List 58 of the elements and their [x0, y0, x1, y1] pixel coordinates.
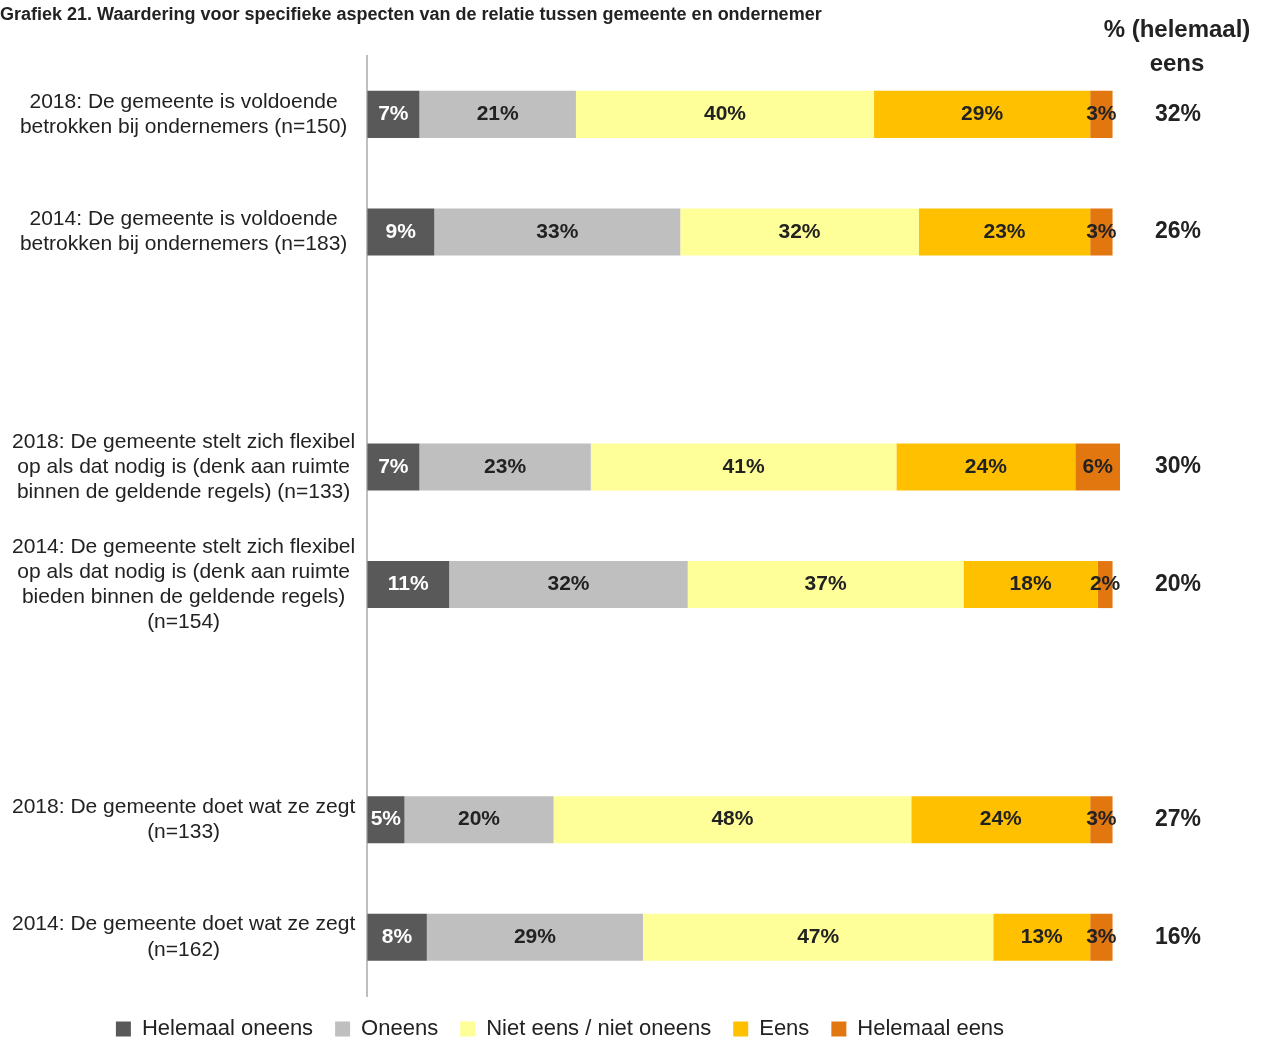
- y-tick-label: 2018: De gemeente stelt zich flexibel op als dat nodig is (denk aan ruimte binnen de geldende regels) (n=133): [12, 428, 356, 503]
- legend-label: Eens: [759, 1015, 810, 1041]
- data-label: 47%: [797, 924, 840, 948]
- bar: [680, 208, 919, 256]
- bar: [449, 561, 688, 609]
- data-label: 7%: [378, 101, 409, 125]
- data-label: 48%: [711, 806, 754, 830]
- data-label: 13%: [1020, 924, 1064, 948]
- text: 16%: [1154, 922, 1202, 949]
- data-label: 7%: [378, 453, 409, 477]
- data-label: 32%: [547, 571, 590, 595]
- legend-label: Helemaal eens: [857, 1015, 1005, 1041]
- legend-label: Niet eens / niet oneens: [486, 1015, 712, 1041]
- bar: [434, 208, 681, 256]
- bar: [404, 796, 554, 844]
- data-label: 33%: [536, 218, 579, 242]
- data-label: 11%: [387, 571, 429, 595]
- bar: [426, 913, 643, 961]
- y-tick-label: 2014: De gemeente doet wat ze zegt (n=162): [12, 911, 356, 960]
- data-label: 6%: [1082, 453, 1114, 477]
- data-label: 24%: [979, 806, 1023, 830]
- annotation: % (helemaal) eens: [1103, 14, 1251, 76]
- data-label: 29%: [513, 924, 557, 948]
- bar: [575, 90, 875, 138]
- text: 27%: [1154, 805, 1202, 832]
- data-label: 5%: [370, 806, 402, 830]
- y-tick-label: 2014: De gemeente is voldoende betrokken bij ondernemers (n=183): [19, 206, 348, 255]
- data-label: 9%: [385, 218, 417, 242]
- data-label: 24%: [964, 453, 1008, 477]
- bar: [419, 90, 576, 138]
- data-label: 40%: [703, 101, 747, 125]
- data-label: 37%: [804, 571, 847, 595]
- bar: [553, 796, 912, 844]
- chart-title: Grafiek 21. Waardering voor specifieke aspecten van de relatie tussen gemeente en ondernemer: [0, 3, 822, 24]
- bar: [367, 561, 450, 609]
- text: 26%: [1154, 217, 1202, 244]
- bar: [419, 443, 591, 491]
- data-label: 23%: [484, 453, 527, 477]
- y-tick-label: 2018: De gemeente is voldoende betrokken bij ondernemers (n=150): [19, 88, 348, 137]
- data-label: 41%: [722, 453, 765, 477]
- y-tick-label: 2014: De gemeente stelt zich flexibel op als dat nodig is (denk aan ruimte bieden binnen de geldende regels) (n=154): [12, 533, 356, 633]
- text: 32%: [1154, 99, 1202, 126]
- data-label: 8%: [381, 924, 413, 948]
- data-label: 20%: [458, 806, 501, 830]
- legend-label: Helemaal oneens: [141, 1015, 314, 1041]
- data-label: 21%: [476, 101, 519, 125]
- y-tick-label: 2018: De gemeente doet wat ze zegt (n=133): [12, 793, 356, 843]
- bar: [590, 443, 897, 491]
- bar: [896, 443, 1076, 491]
- text: 30%: [1154, 452, 1202, 479]
- bar: [687, 561, 964, 609]
- bar: [643, 913, 994, 961]
- legend-label: Oneens: [361, 1015, 439, 1041]
- data-label: 23%: [983, 218, 1026, 242]
- data-label: 32%: [778, 218, 821, 242]
- data-label: 29%: [961, 101, 1004, 125]
- data-label: 18%: [1009, 571, 1052, 595]
- text: 20%: [1154, 569, 1202, 596]
